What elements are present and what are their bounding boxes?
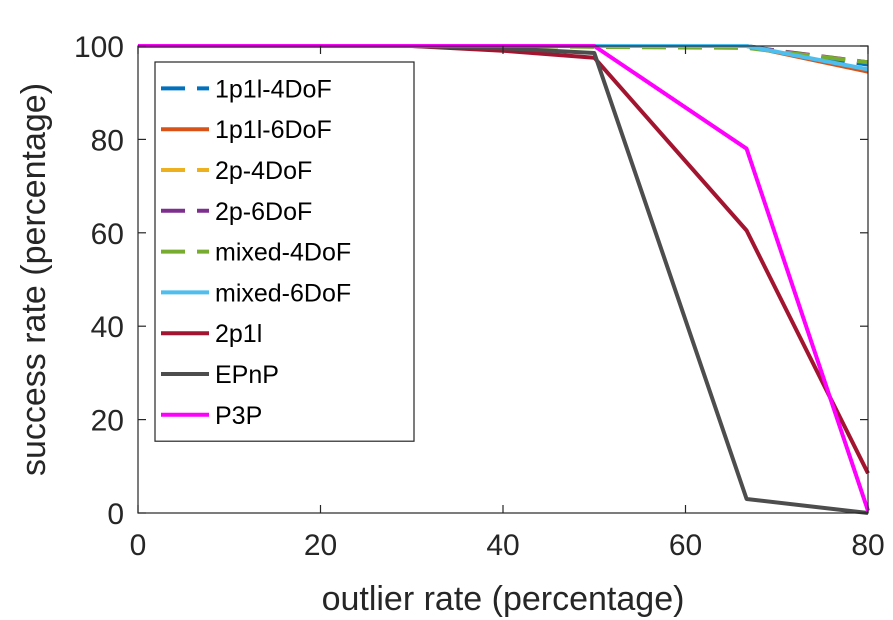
legend-label-1p1l-6dof: 1p1l-6DoF [215,116,332,144]
legend-label-2p-4dof: 2p-4DoF [215,157,312,185]
x-tick-label: 60 [669,529,702,562]
y-tick-label: 0 [107,498,124,531]
x-tick-label: 40 [486,529,519,562]
y-tick-label: 80 [91,124,124,157]
y-tick-label: 60 [91,218,124,251]
legend-label-mixed-4dof: mixed-4DoF [215,239,351,267]
y-tick-label: 40 [91,311,124,344]
legend-label-2p1l: 2p1l [215,320,262,348]
legend-label-p3p: P3P [215,402,262,430]
legend-label-1p1l-4dof: 1p1l-4DoF [215,75,332,103]
x-tick-label: 20 [304,529,337,562]
legend: 1p1l-4DoF 1p1l-6DoF 2p-4DoF 2p-6DoF mixed-4D… [154,61,415,442]
x-axis-label: outlier rate (percentage) [322,580,685,618]
y-tick-label: 100 [74,31,124,64]
legend-label-mixed-6dof: mixed-6DoF [215,279,351,307]
legend-label-2p-6dof: 2p-6DoF [215,198,312,226]
legend-label-epnp: EPnP [215,361,279,389]
x-tick-label: 0 [130,529,147,562]
y-tick-label: 20 [91,405,124,438]
axes: 0 20 40 60 80 0 20 40 60 80 100 [74,31,885,562]
y-axis-label: success rate (percentage) [15,83,53,476]
x-tick-label: 80 [851,529,884,562]
